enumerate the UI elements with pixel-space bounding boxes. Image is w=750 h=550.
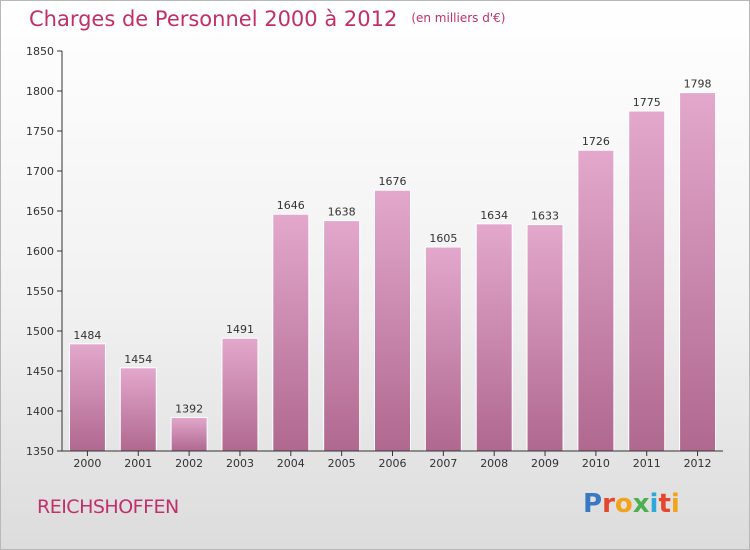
y-tick-label: 1850 (26, 45, 54, 58)
y-tick-label: 1400 (26, 405, 54, 418)
city-name: REICHSHOFFEN (37, 496, 179, 518)
bar-value-label: 1646 (277, 199, 305, 212)
x-tick-label: 2006 (379, 457, 407, 470)
bar-value-label: 1676 (379, 175, 407, 188)
bar-value-label: 1634 (480, 209, 508, 222)
y-tick-label: 1700 (26, 165, 54, 178)
x-tick-label: 2005 (328, 457, 356, 470)
x-tick-label: 2010 (582, 457, 610, 470)
bar-value-label: 1454 (124, 353, 152, 366)
bar (475, 223, 513, 452)
x-tick-label: 2002 (175, 457, 203, 470)
bar (119, 367, 157, 452)
bar (272, 213, 310, 452)
x-tick-label: 2007 (429, 457, 457, 470)
chart-subtitle: (en milliers d'€) (411, 11, 506, 25)
x-tick-label: 2000 (73, 457, 101, 470)
bar (679, 92, 717, 452)
x-tick-label: 2004 (277, 457, 305, 470)
y-tick-label: 1750 (26, 125, 54, 138)
logo-letter: i (649, 489, 659, 519)
bar-value-label: 1491 (226, 323, 254, 336)
bar-value-label: 1638 (328, 206, 356, 219)
bar (221, 337, 259, 452)
logo-letter: o (614, 489, 633, 519)
logo-letter: i (670, 489, 680, 519)
x-tick-label: 2003 (226, 457, 254, 470)
y-tick-label: 1600 (26, 245, 54, 258)
logo-letter: x (632, 489, 650, 519)
bar-value-label: 1726 (582, 135, 610, 148)
logo-letter: P (583, 489, 603, 519)
bar-value-label: 1392 (175, 402, 203, 415)
bar (424, 246, 462, 452)
y-tick-label: 1350 (26, 445, 54, 458)
bar-value-label: 1775 (633, 96, 661, 109)
bar-value-label: 1484 (73, 329, 101, 342)
chart-title: Charges de Personnel 2000 à 2012 (en mill… (29, 7, 505, 31)
x-tick-label: 2012 (684, 457, 712, 470)
x-tick-label: 2011 (633, 457, 661, 470)
logo-letter: r (602, 489, 615, 519)
y-tick-label: 1550 (26, 285, 54, 298)
bar (68, 343, 106, 452)
y-tick-label: 1450 (26, 365, 54, 378)
bar (577, 149, 615, 452)
bar-value-label: 1798 (684, 78, 712, 91)
bar-value-label: 1633 (531, 210, 559, 223)
bar (526, 224, 564, 452)
x-tick-label: 2009 (531, 457, 559, 470)
y-tick-label: 1500 (26, 325, 54, 338)
x-tick-label: 2001 (124, 457, 152, 470)
bar (628, 110, 666, 452)
y-tick-label: 1800 (26, 85, 54, 98)
bar (323, 220, 361, 452)
x-tick-label: 2008 (480, 457, 508, 470)
title-text: Charges de Personnel 2000 à 2012 (29, 7, 398, 31)
bar-value-label: 1605 (429, 232, 457, 245)
bar (170, 416, 208, 452)
y-tick-label: 1650 (26, 205, 54, 218)
proxiti-logo[interactable]: Proxiti (583, 489, 680, 519)
logo-letter: t (658, 489, 671, 519)
bar (374, 189, 411, 452)
